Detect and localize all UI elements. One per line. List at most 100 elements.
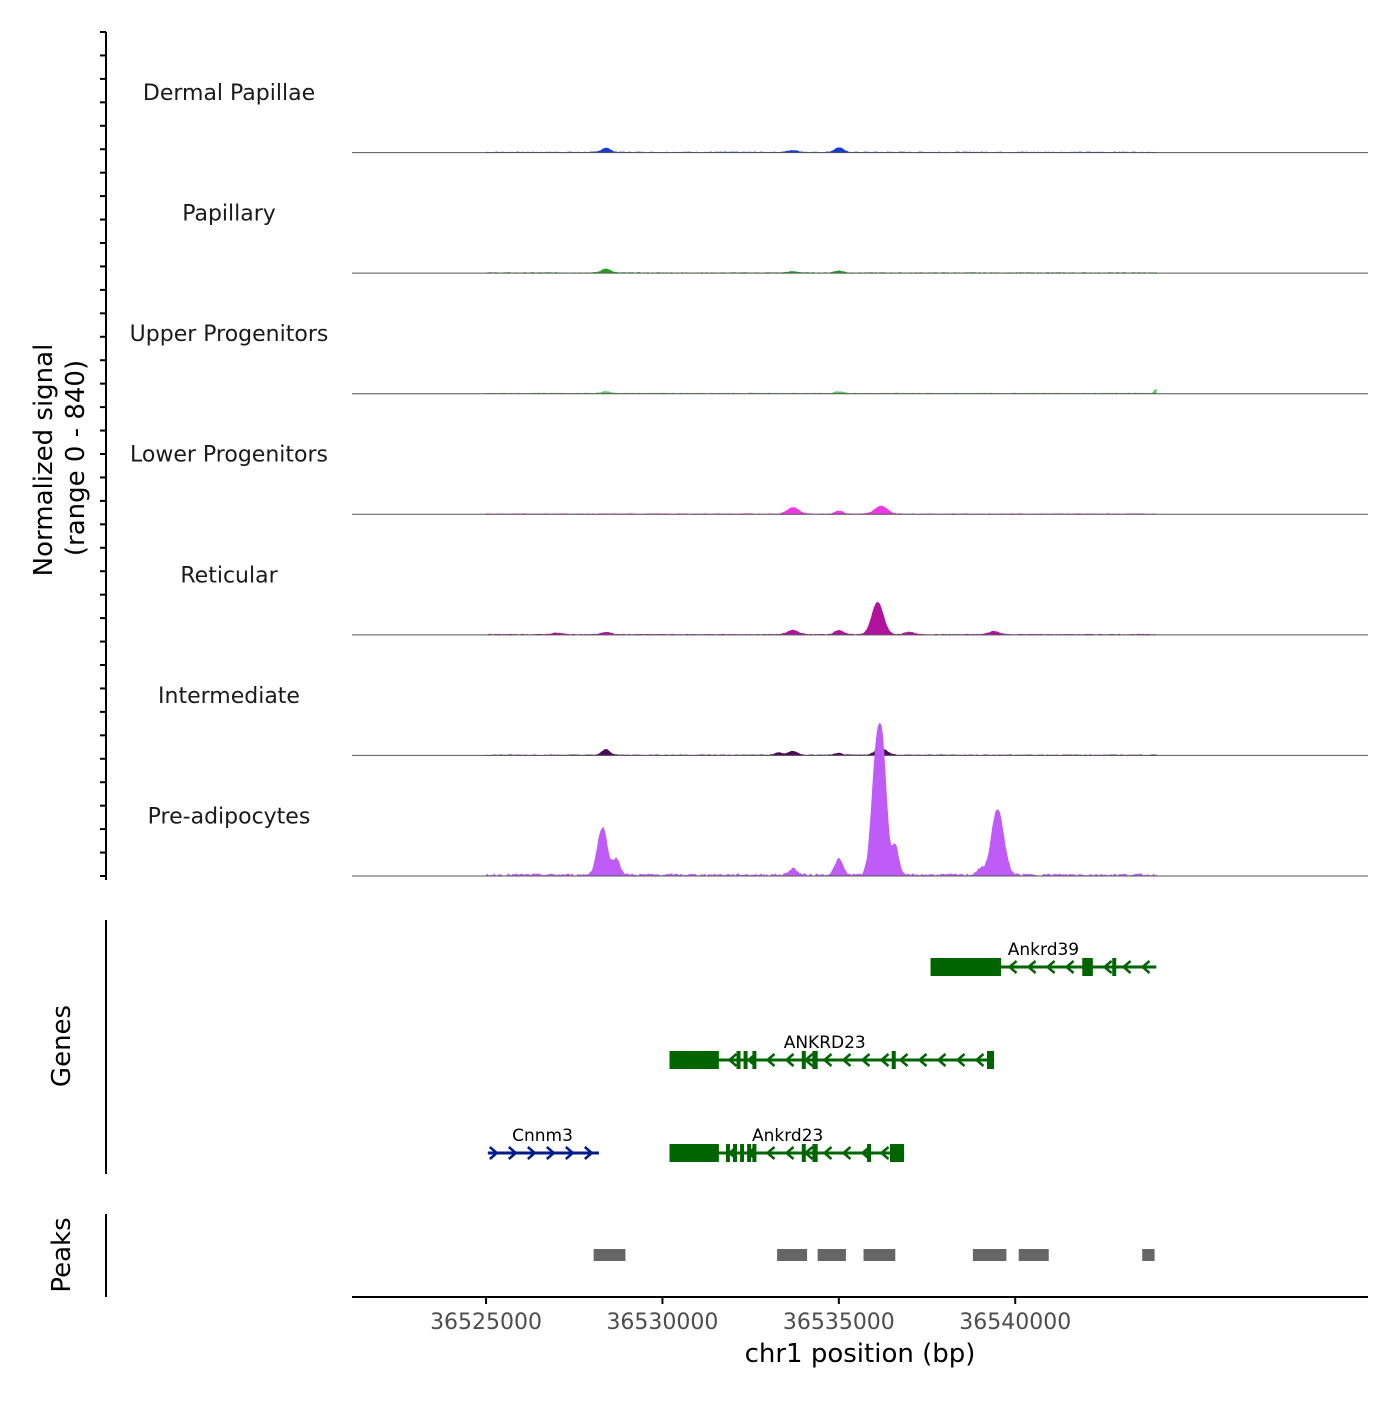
strand-arrow (527, 1146, 537, 1160)
strand-arrow (974, 1053, 985, 1067)
strand-arrow (1140, 960, 1151, 974)
strand-arrow (931, 960, 942, 974)
coverage-area (485, 505, 1157, 515)
strand-arrow (841, 1053, 852, 1067)
peak-region (1018, 1249, 1049, 1261)
gene-label: Ankrd23 (752, 1126, 823, 1146)
track-dermal-papillae: Dermal Papillae (143, 81, 1368, 154)
exon (733, 1144, 737, 1162)
coverage-area (485, 147, 1157, 153)
exon (812, 1144, 818, 1162)
strand-arrow (1083, 960, 1094, 974)
genes-track: Ankrd39 ANKRD23 Ankrd23 Cnnm3 (105, 920, 1157, 1174)
strand-arrow (822, 1053, 833, 1067)
peak-region (1142, 1249, 1155, 1261)
strand-arrow (860, 1146, 871, 1160)
coverage-area (485, 388, 1157, 395)
strand-arrow (508, 1146, 518, 1160)
y-axis-title-line2: (range 0 - 840) (61, 360, 91, 556)
y-axis-title-line1: Normalized signal (29, 344, 59, 577)
strand-arrow (765, 1146, 776, 1160)
strand-arrow (727, 1053, 738, 1067)
strand-arrow (898, 1053, 909, 1067)
peak-region (777, 1249, 808, 1261)
strand-arrow (784, 1146, 795, 1160)
strand-arrow (803, 1146, 814, 1160)
strand-arrow (1026, 960, 1037, 974)
strand-arrow (917, 1053, 928, 1067)
strand-arrow (969, 960, 980, 974)
x-axis: 36525000 36530000 36535000 36540000 (352, 1296, 1368, 1335)
strand-arrow (584, 1146, 594, 1160)
x-tick-label: 36535000 (783, 1310, 895, 1335)
strand-arrow (841, 1146, 852, 1160)
strand-arrow (708, 1146, 719, 1160)
gene-ANKRD23: ANKRD23 (669, 1033, 995, 1069)
strand-arrow (1102, 960, 1113, 974)
exon (867, 1144, 872, 1162)
track-pre-adipocytes: Pre-adipocytes (148, 722, 1368, 877)
strand-arrow (1007, 960, 1018, 974)
strand-arrow (727, 1146, 738, 1160)
peak-region (972, 1249, 1007, 1261)
exon (743, 1051, 748, 1069)
exon (752, 1051, 757, 1069)
strand-arrow (689, 1146, 700, 1160)
exon (669, 1051, 719, 1069)
strand-arrow (1064, 960, 1075, 974)
track-label: Pre-adipocytes (148, 804, 311, 829)
exon (1082, 958, 1093, 976)
track-upper-progenitors: Upper Progenitors (130, 322, 1368, 395)
gene-label: Cnnm3 (512, 1126, 573, 1146)
strand-arrow (822, 1146, 833, 1160)
track-intermediate: Intermediate (158, 684, 1368, 756)
exon (1112, 958, 1117, 976)
strand-arrow (765, 1053, 776, 1067)
gene-Cnnm3: Cnnm3 (487, 1126, 599, 1160)
x-tick-label: 36525000 (430, 1310, 542, 1335)
peak-region (863, 1249, 896, 1261)
coverage-area (485, 722, 1157, 877)
track-label: Upper Progenitors (130, 322, 329, 347)
strand-arrow (803, 1053, 814, 1067)
coverage-area (485, 748, 1157, 756)
track-label: Lower Progenitors (130, 443, 328, 468)
strand-arrow (489, 1146, 499, 1160)
exon (736, 1051, 741, 1069)
gene-Ankrd23: Ankrd23 (669, 1126, 905, 1162)
exon (669, 1144, 719, 1162)
gene-Ankrd39: Ankrd39 (930, 940, 1157, 976)
strand-arrow (708, 1053, 719, 1067)
track-papillary: Papillary (182, 202, 1368, 274)
track-label: Intermediate (158, 684, 300, 709)
peak-region (593, 1249, 626, 1261)
exon (930, 958, 1002, 976)
strand-arrow (546, 1146, 556, 1160)
peak-region (817, 1249, 846, 1261)
strand-arrow (860, 1053, 871, 1067)
exon (740, 1144, 745, 1162)
x-axis-title: chr1 position (bp) (745, 1339, 976, 1369)
track-reticular: Reticular (180, 563, 1368, 636)
strand-arrow (1121, 960, 1132, 974)
exon (889, 1144, 905, 1162)
strand-arrow (1045, 960, 1056, 974)
x-tick-label: 36530000 (606, 1310, 718, 1335)
strand-arrow (879, 1053, 890, 1067)
strand-arrow (746, 1146, 757, 1160)
exon (891, 1051, 896, 1069)
coverage-area (485, 268, 1157, 274)
exon (752, 1144, 757, 1162)
strand-arrow (879, 1146, 890, 1160)
strand-arrow (565, 1146, 575, 1160)
strand-arrow (950, 960, 961, 974)
genes-axis-title: Genes (47, 1005, 77, 1087)
gene-label: ANKRD23 (784, 1033, 866, 1053)
strand-arrow (784, 1053, 795, 1067)
coverage-tracks: Dermal Papillae Papillary Upper Progenitor… (130, 81, 1368, 877)
strand-arrow (689, 1053, 700, 1067)
coverage-y-axis (100, 31, 107, 880)
strand-arrow (988, 960, 999, 974)
